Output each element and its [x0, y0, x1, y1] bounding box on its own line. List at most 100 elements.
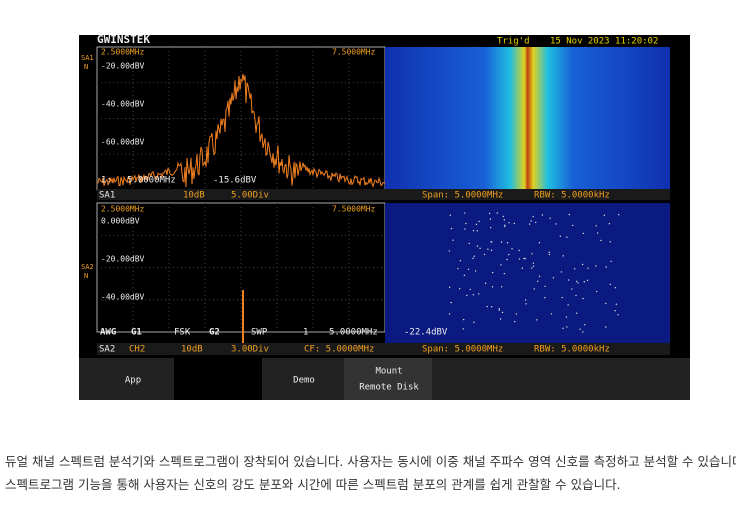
dot	[583, 281, 586, 283]
dot	[500, 241, 503, 243]
dot	[468, 242, 470, 245]
dot	[518, 258, 521, 260]
dot	[473, 255, 475, 257]
dot	[579, 328, 581, 330]
level-label: 0.000dBV	[101, 217, 140, 226]
dot	[544, 297, 546, 299]
dot	[525, 303, 527, 305]
dot	[511, 248, 513, 250]
dot	[449, 214, 452, 216]
dot	[469, 288, 471, 291]
dot	[536, 319, 538, 321]
dot	[552, 277, 555, 279]
softkey-gap	[174, 358, 262, 400]
spectrum-trace	[96, 73, 386, 188]
dot	[448, 313, 451, 315]
dot	[448, 286, 451, 289]
dot	[506, 258, 508, 261]
dot	[504, 225, 506, 228]
dot	[488, 212, 491, 215]
dot	[484, 282, 487, 285]
level-label: -20.00dBV	[101, 62, 145, 71]
dot	[605, 266, 607, 268]
status-item: RBW: 5.0000kHz	[534, 191, 610, 201]
side-mode: N	[84, 63, 88, 71]
dot	[523, 257, 525, 260]
dot	[499, 318, 502, 320]
dot	[457, 267, 459, 270]
dot	[575, 294, 577, 297]
dot	[544, 285, 546, 288]
dot	[508, 222, 510, 224]
brand: GWINSTEK	[97, 35, 150, 46]
dot	[464, 212, 466, 214]
dot	[575, 280, 578, 283]
softkey-label[interactable]: Remote Disk	[359, 383, 419, 393]
dot	[582, 232, 585, 235]
softkey-label[interactable]: Mount	[375, 367, 402, 377]
dot	[462, 318, 465, 321]
dot	[476, 245, 479, 247]
dot	[615, 303, 618, 305]
dot	[490, 226, 492, 229]
dot	[605, 326, 607, 328]
dot	[548, 253, 551, 256]
marker-freq: 5.0000MHz	[127, 176, 176, 186]
dot	[478, 220, 480, 223]
dot	[595, 225, 597, 227]
dot	[609, 283, 612, 286]
dot	[603, 214, 606, 217]
side-label: SA1	[81, 54, 94, 62]
dot	[532, 215, 534, 218]
softkey-label[interactable]: App	[125, 376, 141, 386]
dot	[448, 250, 451, 252]
dot	[587, 267, 589, 269]
dot	[535, 221, 537, 224]
dot	[508, 253, 510, 256]
spectrogram	[385, 47, 670, 199]
dot	[610, 260, 612, 263]
caption-line: 듀얼 채널 스펙트럼 분석기와 스펙트로그램이 장착되어 있습니다. 사용자는 …	[5, 454, 736, 469]
dot	[504, 224, 506, 226]
dot	[582, 297, 584, 300]
dot	[549, 217, 551, 219]
softkey	[344, 358, 432, 400]
dot	[472, 294, 475, 296]
dot	[472, 257, 474, 260]
dot	[595, 290, 598, 293]
status-item: 10dB	[181, 345, 203, 355]
status-item: SA1	[99, 191, 115, 201]
dot	[486, 305, 488, 308]
dot	[609, 241, 611, 243]
start-freq: 2.5000MHz	[101, 48, 145, 57]
dot	[559, 235, 562, 237]
dot	[562, 327, 564, 329]
awg-item: SWP	[251, 328, 268, 338]
level-label: -40.00dBV	[101, 293, 145, 302]
dot	[532, 265, 535, 267]
dot	[487, 248, 489, 250]
dot	[501, 311, 504, 314]
marker-label: 1	[303, 328, 308, 338]
dot	[464, 228, 466, 230]
dot	[605, 302, 607, 305]
status-item: RBW: 5.0000kHz	[534, 345, 610, 355]
stop-freq: 7.5000MHz	[332, 205, 376, 214]
dot	[452, 239, 454, 241]
dot	[530, 220, 532, 222]
dot	[506, 242, 509, 244]
softkey-label[interactable]: Demo	[293, 376, 315, 386]
dot	[548, 251, 550, 254]
status-item: CF: 5.0000MHz	[304, 345, 374, 355]
dot	[475, 223, 478, 226]
dot	[502, 215, 505, 218]
dot	[537, 280, 539, 283]
dot	[463, 274, 466, 277]
marker-freq: 5.0000MHz	[329, 328, 378, 338]
dot	[513, 321, 516, 323]
dot	[518, 249, 520, 252]
dot	[566, 326, 568, 328]
dot	[586, 279, 589, 282]
dot	[491, 271, 494, 274]
